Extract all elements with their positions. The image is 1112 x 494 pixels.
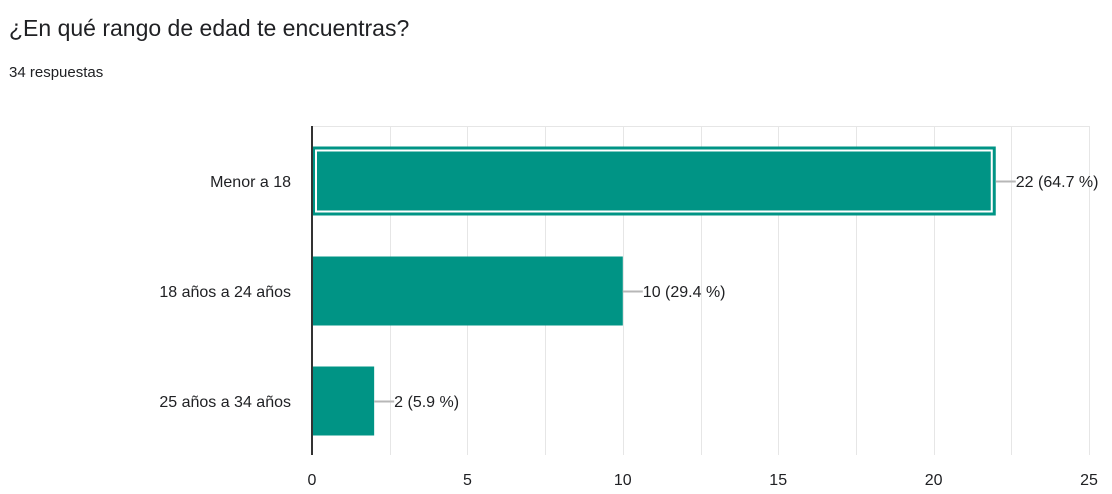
bar-2[interactable] [312,256,623,326]
x-tick-label: 0 [308,472,317,489]
bar-3[interactable] [312,366,375,436]
data-label: 10 (29.4 %) [643,284,726,301]
data-label: 2 (5.9 %) [394,394,459,411]
response-count: 34 respuestas [9,64,104,81]
bar-layer [312,146,996,436]
x-tick-label: 15 [769,472,787,489]
category-label: Menor a 18 [210,174,291,191]
category-label: 18 años a 24 años [159,284,291,301]
label-layer: Menor a 18 22 (64.7 %) 18 años a 24 años 10… [159,174,1098,489]
question-title: ¿En qué rango de edad te encuentras? [9,15,410,41]
x-tick-label: 10 [614,472,632,489]
x-tick-label: 25 [1080,472,1098,489]
bar-1[interactable] [312,146,996,216]
bar-highlight-outline [315,149,993,213]
x-tick-label: 5 [463,472,472,489]
category-label: 25 años a 34 años [159,394,291,411]
x-tick-label: 20 [925,472,943,489]
data-label: 22 (64.7 %) [1016,174,1099,191]
